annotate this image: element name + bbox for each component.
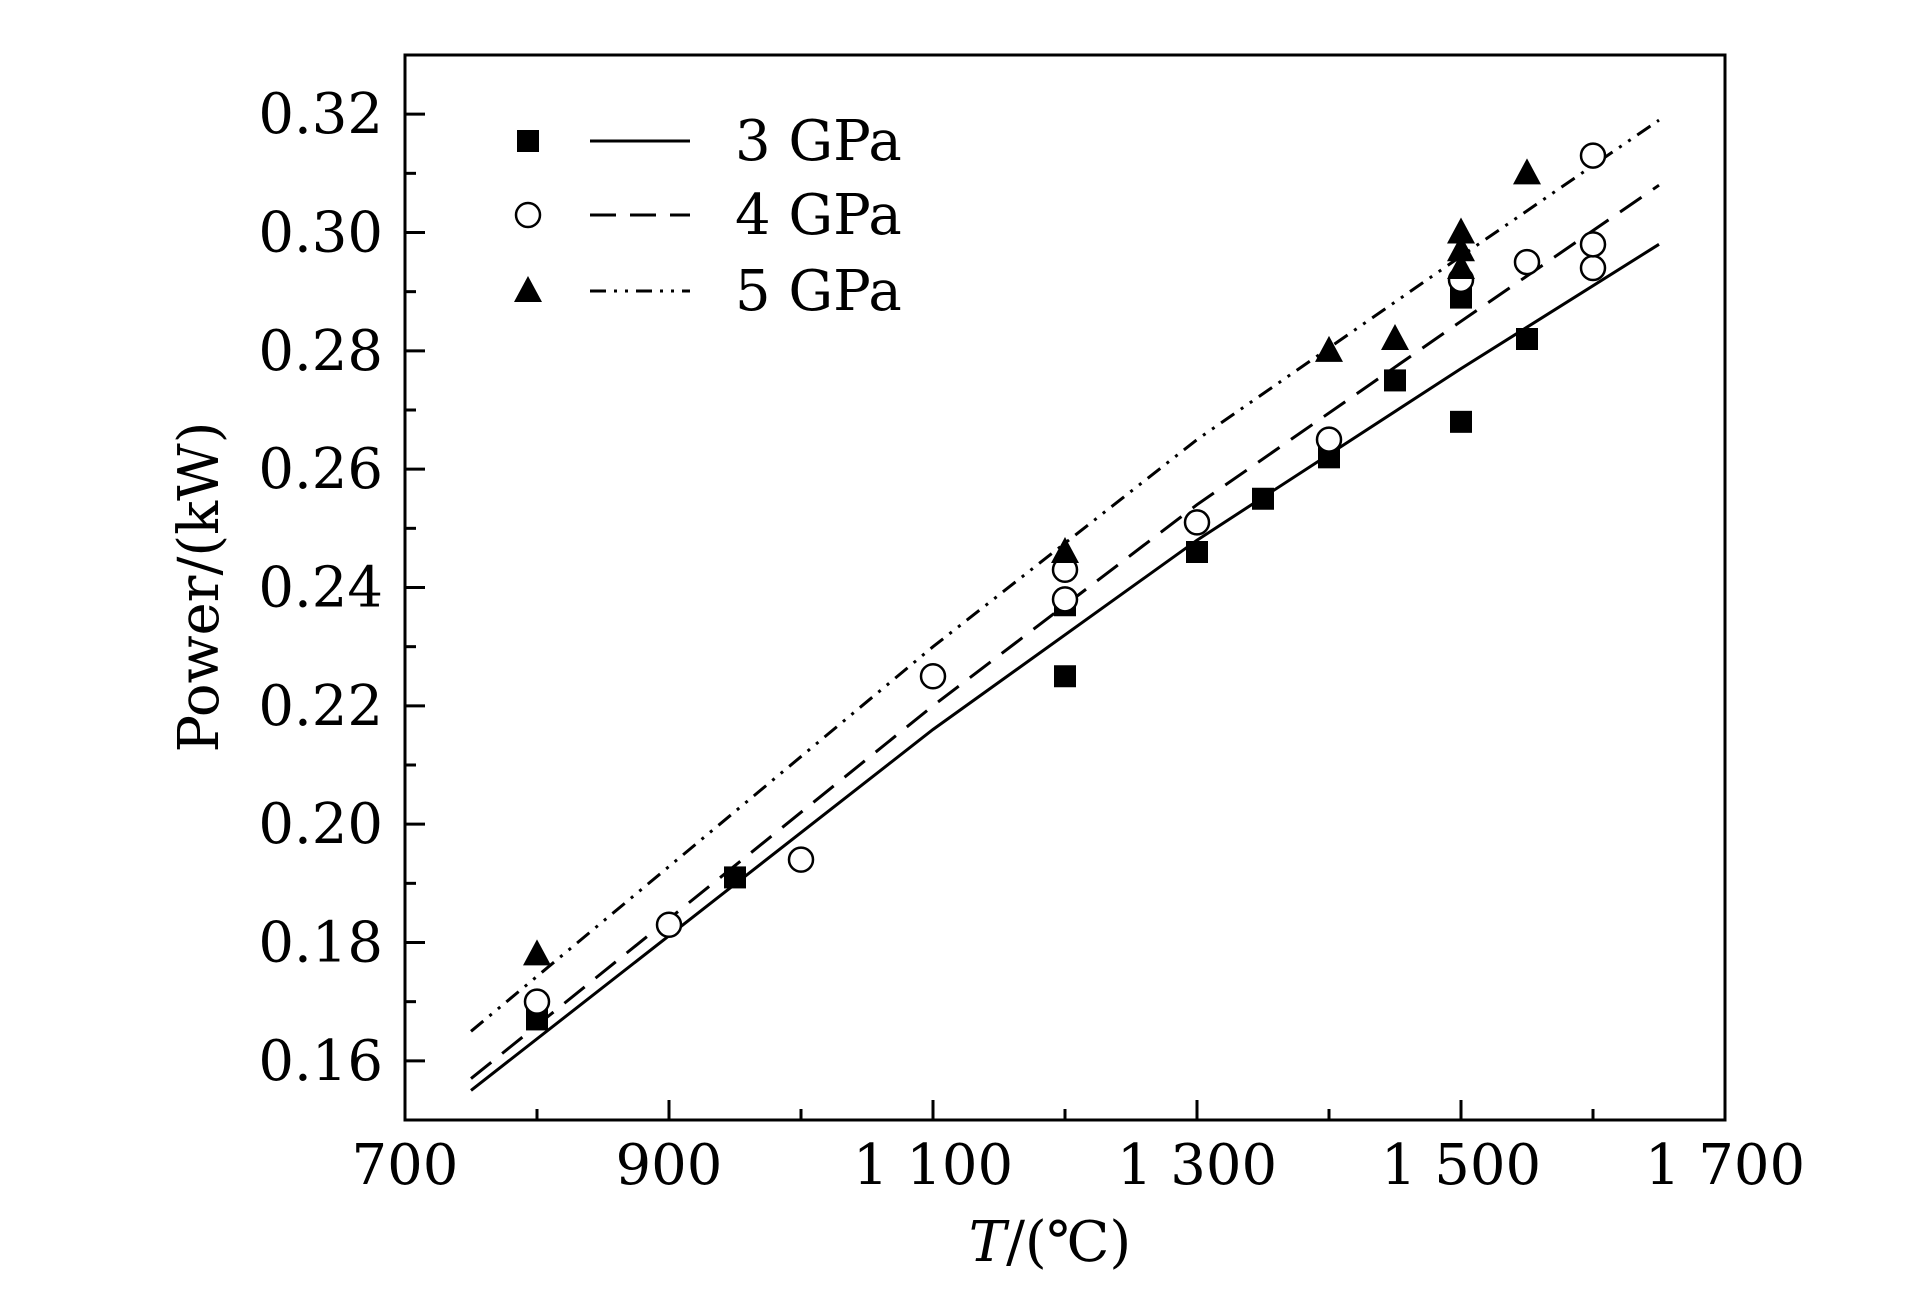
legend-marker-series-1 [517, 130, 539, 152]
x-tick-label: 700 [352, 1133, 459, 1198]
legend-label-series-2: 4 GPa [735, 183, 902, 248]
data-point-series-2 [523, 988, 551, 1015]
legend-marker-series-2 [514, 201, 542, 229]
data-point-series-2 [1183, 509, 1211, 536]
data-point-series-1 [1186, 541, 1208, 563]
fit-line-series-2 [470, 183, 1660, 1080]
data-point-series-2 [787, 846, 815, 873]
x-tick-label: 1 300 [1117, 1133, 1277, 1198]
legend-marker-series-3 [514, 276, 542, 302]
data-point-series-2 [1051, 586, 1079, 613]
data-point-series-2 [919, 663, 947, 690]
x-tick-label: 1 700 [1645, 1133, 1805, 1198]
y-tick-label: 0.28 [258, 319, 383, 384]
x-axis-unit: /(℃) [1006, 1210, 1131, 1275]
data-points-layer [523, 142, 1607, 1031]
data-point-series-2 [655, 911, 683, 938]
data-point-series-3 [1381, 324, 1409, 350]
data-point-series-1 [1054, 665, 1076, 688]
legend-label-series-1: 3 GPa [735, 109, 902, 174]
y-tick-label: 0.32 [258, 82, 383, 147]
y-axis-title: Power/(kW) [167, 421, 232, 752]
legend: 3 GPa 4 GPa 5 GPa [514, 109, 902, 324]
data-point-series-1 [1384, 369, 1406, 392]
data-point-series-1 [1450, 410, 1472, 433]
data-point-series-1 [1318, 446, 1340, 469]
data-point-series-2 [1579, 254, 1607, 282]
x-tick-label: 900 [616, 1133, 723, 1198]
axes-layer: 0.16 0.18 0.20 0.22 0.24 0.26 0.28 0.30 0.32 700 9… [258, 53, 1805, 1198]
x-tick-label: 1 500 [1381, 1133, 1541, 1198]
x-axis-variable: T [969, 1210, 1010, 1275]
data-point-series-3 [523, 939, 551, 966]
data-point-series-1 [1252, 487, 1274, 510]
x-axis-title: T/(℃) [969, 1210, 1132, 1275]
y-tick-label: 0.26 [258, 437, 383, 502]
x-tick-label: 1 100 [853, 1133, 1013, 1198]
y-tick-label: 0.18 [258, 911, 383, 976]
data-point-series-3 [1447, 253, 1475, 279]
y-tick-label: 0.24 [258, 556, 383, 621]
fit-line-series-3 [470, 118, 1660, 1033]
data-point-series-2 [1579, 231, 1607, 258]
legend-label-series-3: 5 GPa [735, 259, 902, 324]
data-point-series-2 [1579, 142, 1607, 169]
data-point-series-3 [1315, 335, 1343, 362]
data-point-series-2 [1315, 426, 1343, 453]
y-tick-label: 0.20 [258, 792, 383, 857]
data-point-series-1 [1516, 328, 1538, 350]
y-tick-label: 0.16 [258, 1029, 383, 1094]
data-point-series-2 [1513, 248, 1541, 276]
data-point-series-1 [526, 1008, 548, 1031]
y-tick-label: 0.22 [258, 674, 383, 739]
data-point-series-3 [1447, 217, 1475, 244]
y-tick-label: 0.30 [258, 201, 383, 266]
data-point-series-1 [1450, 286, 1472, 309]
fit-line-series-1 [470, 243, 1660, 1092]
data-point-series-3 [1447, 235, 1475, 262]
data-point-series-3 [1051, 537, 1079, 563]
data-point-series-1 [724, 866, 746, 889]
data-point-series-3 [1513, 158, 1541, 185]
fit-lines-layer [470, 118, 1660, 1092]
